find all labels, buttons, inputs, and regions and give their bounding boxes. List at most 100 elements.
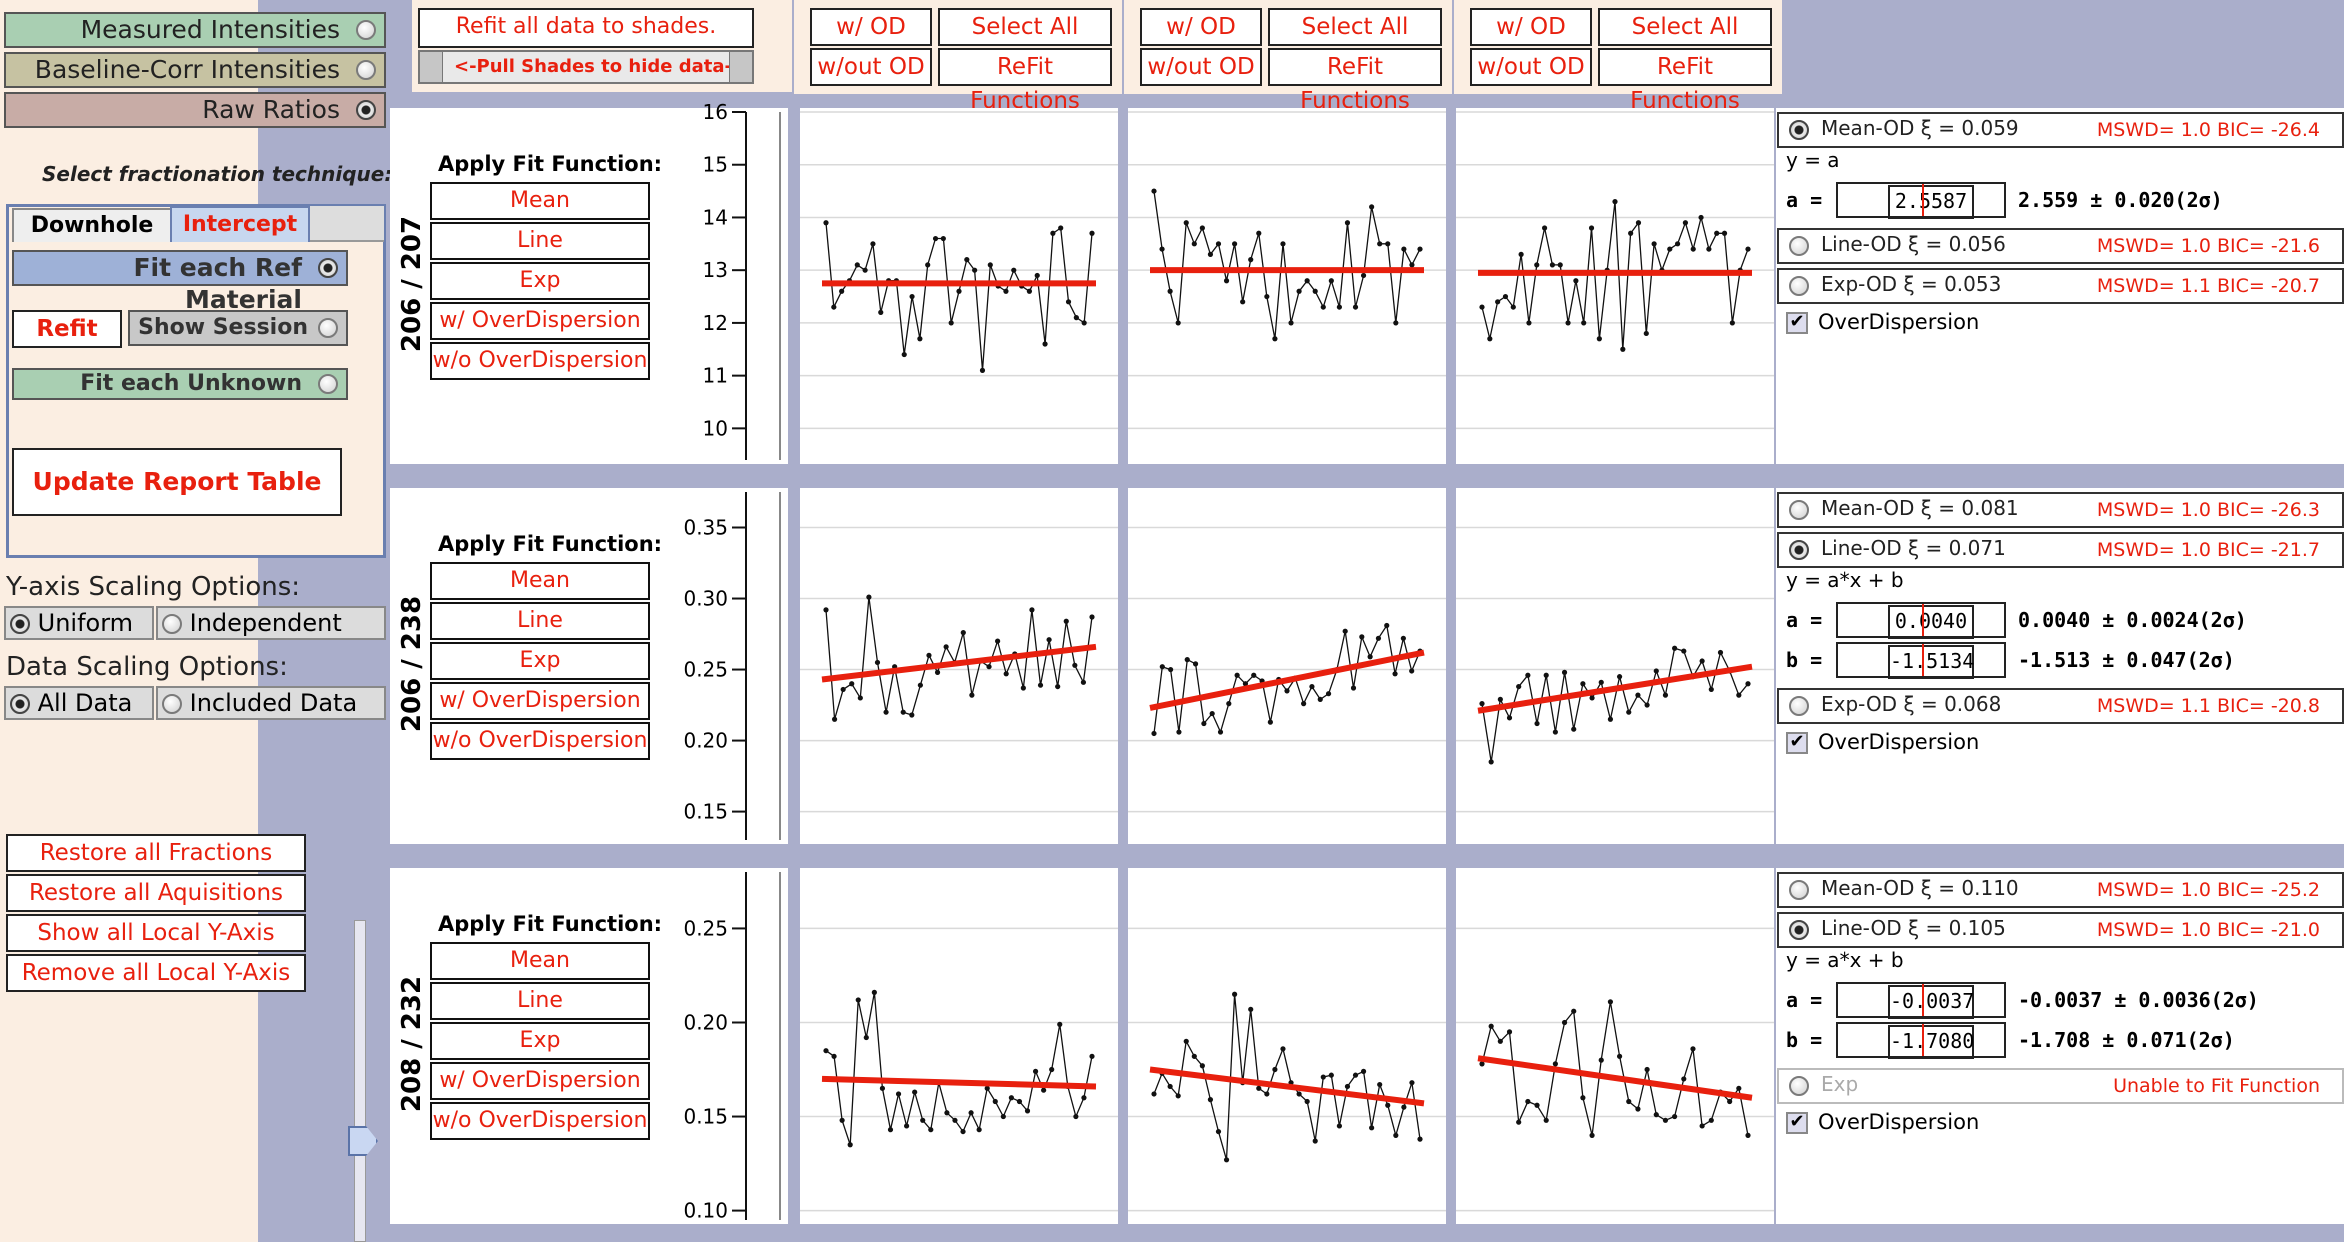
without-od-button[interactable]: w/out OD: [810, 48, 932, 86]
fraction-plot[interactable]: [1128, 488, 1446, 844]
fit-mean-button[interactable]: Mean: [430, 182, 650, 220]
fit-each-ref-material-toggle[interactable]: Fit each Ref Material: [12, 250, 348, 314]
fit-function-option[interactable]: Line-OD ξ = 0.105 MSWD= 1.0 BIC= -21.0: [1777, 912, 2344, 948]
fit-without-overdispersion-button[interactable]: w/o OverDispersion: [430, 1102, 650, 1140]
zoom-slider-track[interactable]: [354, 920, 366, 1242]
overdispersion-checkbox[interactable]: ✔ OverDispersion: [1786, 310, 1979, 334]
right-shade-handle[interactable]: [729, 52, 752, 82]
show-all-local-y-axis-button[interactable]: Show all Local Y-Axis: [6, 914, 306, 952]
data-point: [1525, 672, 1531, 678]
show-session-toggle[interactable]: Show Session: [128, 310, 348, 346]
fit-function-option[interactable]: Line-OD ξ = 0.071 MSWD= 1.0 BIC= -21.7: [1777, 532, 2344, 568]
fit-exp-button[interactable]: Exp: [430, 262, 650, 300]
fit-function-option[interactable]: Mean-OD ξ = 0.110 MSWD= 1.0 BIC= -25.2: [1777, 872, 2344, 908]
data-point: [900, 709, 906, 715]
fit-line-button[interactable]: Line: [430, 602, 650, 640]
fit-exp-button[interactable]: Exp: [430, 642, 650, 680]
with-od-button[interactable]: w/ OD: [1140, 8, 1262, 46]
fit-mean-button[interactable]: Mean: [430, 942, 650, 980]
fit-function-option[interactable]: Mean-OD ξ = 0.059 MSWD= 1.0 BIC= -26.4: [1777, 112, 2344, 148]
without-od-button[interactable]: w/out OD: [1140, 48, 1262, 86]
param-result: 2.559 ± 0.020(2σ): [2018, 188, 2223, 212]
fit-function-option[interactable]: Mean-OD ξ = 0.081 MSWD= 1.0 BIC= -26.3: [1777, 492, 2344, 528]
tab-intercept[interactable]: Intercept: [170, 206, 310, 242]
fraction-plot[interactable]: [800, 488, 1118, 844]
fit-exp-button[interactable]: Exp: [430, 1022, 650, 1060]
data-point: [1073, 1113, 1079, 1120]
fit-function-option[interactable]: Line-OD ξ = 0.056 MSWD= 1.0 BIC= -21.6: [1777, 228, 2344, 264]
refit-functions-button[interactable]: ReFit Functions: [938, 48, 1112, 114]
remove-all-local-y-axis-button[interactable]: Remove all Local Y-Axis: [6, 954, 306, 992]
raw-radio-icon: [356, 100, 376, 120]
data-point: [1267, 719, 1273, 725]
fit-with-overdispersion-button[interactable]: w/ OverDispersion: [430, 1062, 650, 1100]
fraction-plot[interactable]: [1128, 108, 1446, 464]
data-point: [1209, 710, 1215, 717]
fraction-plot[interactable]: [1456, 108, 1774, 464]
refit-all-to-shades-button[interactable]: Refit all data to shades.: [418, 8, 754, 48]
param-value-field[interactable]: 0.0040: [1836, 602, 2006, 639]
param-value-field[interactable]: 2.5587: [1836, 182, 2006, 219]
restore-all-fractions-button[interactable]: Restore all Fractions: [6, 834, 306, 872]
data-point: [1516, 683, 1522, 690]
refit-functions-button[interactable]: ReFit Functions: [1598, 48, 1772, 114]
data-point: [1304, 278, 1310, 284]
refit-button[interactable]: Refit: [12, 310, 122, 348]
data-point: [1375, 635, 1382, 641]
fit-line-button[interactable]: Line: [430, 982, 650, 1020]
fit-without-overdispersion-button[interactable]: w/o OverDispersion: [430, 342, 650, 380]
select-all-button[interactable]: Select All: [1268, 8, 1442, 46]
all-data-option[interactable]: All Data: [4, 686, 154, 720]
select-all-button[interactable]: Select All: [938, 8, 1112, 46]
data-point: [1745, 246, 1751, 252]
fit-with-overdispersion-button[interactable]: w/ OverDispersion: [430, 682, 650, 720]
fraction-plot[interactable]: [1456, 868, 1774, 1224]
fit-with-overdispersion-button[interactable]: w/ OverDispersion: [430, 302, 650, 340]
fraction-plot[interactable]: [1456, 488, 1774, 844]
baseline-intensities-toggle[interactable]: Baseline-Corr Intensities: [4, 52, 386, 88]
fit-without-overdispersion-button[interactable]: w/o OverDispersion: [430, 722, 650, 760]
fraction-plot[interactable]: [1128, 868, 1446, 1224]
fit-mean-button[interactable]: Mean: [430, 562, 650, 600]
refit-functions-button[interactable]: ReFit Functions: [1268, 48, 1442, 114]
fit-line-button[interactable]: Line: [430, 222, 650, 260]
function-name: Exp-OD ξ = 0.053: [1821, 272, 2002, 296]
independent-option[interactable]: Independent: [156, 606, 386, 640]
fit-function-option[interactable]: Exp Unable to Fit Function: [1777, 1068, 2344, 1104]
data-point: [1643, 330, 1649, 337]
fit-each-unknown-toggle[interactable]: Fit each Unknown: [12, 368, 348, 400]
param-value-field[interactable]: -1.7080: [1836, 1022, 2006, 1059]
uniform-option[interactable]: Uniform: [4, 606, 154, 640]
overdispersion-checkbox[interactable]: ✔ OverDispersion: [1786, 1110, 1979, 1134]
tab-strip-fill: [310, 206, 384, 242]
fit-function-option[interactable]: Exp-OD ξ = 0.068 MSWD= 1.1 BIC= -20.8: [1777, 688, 2344, 724]
data-point: [904, 1123, 910, 1129]
included-data-option[interactable]: Included Data: [156, 686, 386, 720]
data-point: [1369, 1125, 1375, 1131]
with-od-button[interactable]: w/ OD: [810, 8, 932, 46]
fit-function-option[interactable]: Exp-OD ξ = 0.053 MSWD= 1.1 BIC= -20.7: [1777, 268, 2344, 304]
zoom-slider-handle[interactable]: [348, 1126, 378, 1156]
param-name: b =: [1786, 648, 1823, 672]
with-od-button[interactable]: w/ OD: [1470, 8, 1592, 46]
update-report-table-button[interactable]: Update Report Table: [12, 448, 342, 516]
left-shade-handle[interactable]: [420, 52, 443, 82]
shade-slider[interactable]: <-Pull Shades to hide data->: [418, 50, 754, 84]
fraction-plot[interactable]: [800, 868, 1118, 1224]
restore-all-aquisitions-button[interactable]: Restore all Aquisitions: [6, 874, 306, 912]
data-point: [1497, 696, 1503, 702]
without-od-button[interactable]: w/out OD: [1470, 48, 1592, 86]
function-name: Line-OD ξ = 0.056: [1821, 232, 2006, 256]
tab-downhole[interactable]: Downhole: [12, 208, 172, 242]
data-point: [1256, 230, 1262, 236]
data-point: [1417, 1136, 1423, 1142]
param-value-field[interactable]: -0.0037: [1836, 982, 2006, 1019]
param-value-field[interactable]: -1.5134: [1836, 642, 2006, 679]
select-all-button[interactable]: Select All: [1598, 8, 1772, 46]
data-point: [1518, 251, 1524, 257]
raw-ratios-toggle[interactable]: Raw Ratios: [4, 92, 386, 128]
fraction-plot[interactable]: [800, 108, 1118, 464]
param-caret: [1922, 1024, 1924, 1056]
measured-intensities-toggle[interactable]: Measured Intensities: [4, 12, 386, 48]
overdispersion-checkbox[interactable]: ✔ OverDispersion: [1786, 730, 1979, 754]
